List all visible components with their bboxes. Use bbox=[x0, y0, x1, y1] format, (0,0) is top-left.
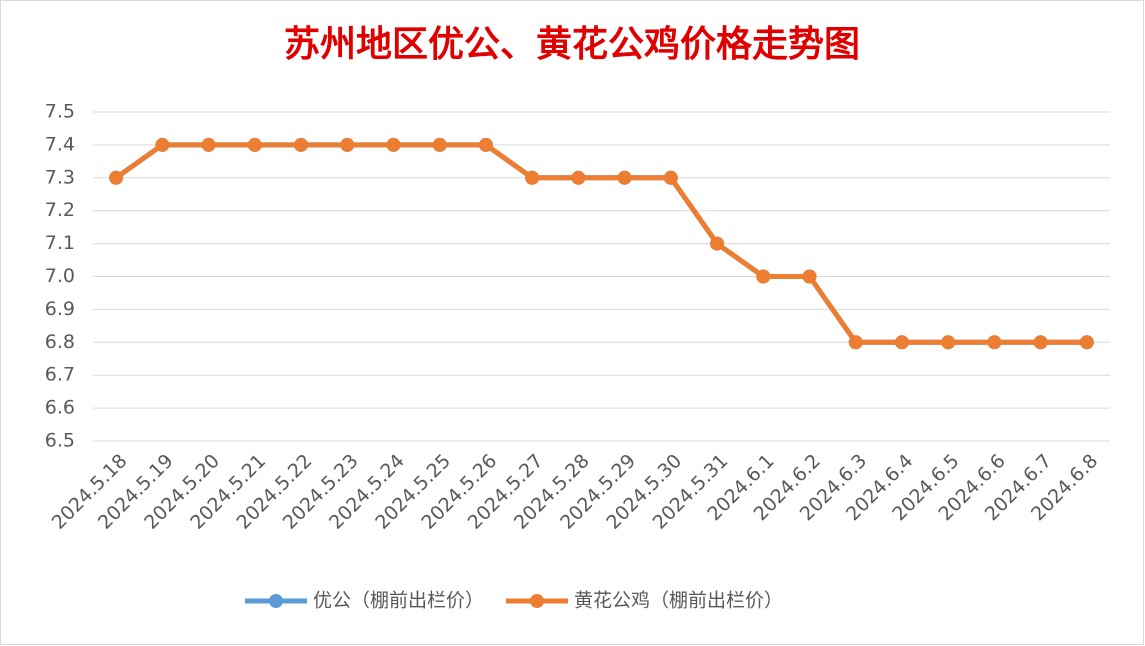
point bbox=[478, 137, 493, 152]
point bbox=[1079, 335, 1094, 350]
point bbox=[1033, 335, 1048, 350]
point bbox=[247, 137, 262, 152]
point bbox=[617, 170, 632, 185]
point bbox=[802, 269, 817, 284]
chart-title: 苏州地区优公、黄花公鸡价格走势图 bbox=[284, 23, 860, 65]
y-tick-label: 7.2 bbox=[45, 199, 75, 221]
point bbox=[432, 137, 447, 152]
point bbox=[710, 236, 725, 251]
y-tick-label: 6.9 bbox=[45, 298, 75, 320]
point bbox=[155, 137, 170, 152]
y-tick-label: 7.0 bbox=[45, 265, 75, 287]
point bbox=[386, 137, 401, 152]
y-tick-label: 7.4 bbox=[45, 133, 75, 155]
legend-marker bbox=[269, 594, 283, 608]
y-tick-label: 6.7 bbox=[45, 364, 75, 386]
legend-label: 优公（棚前出栏价） bbox=[313, 590, 484, 612]
y-tick-label: 7.3 bbox=[45, 166, 75, 188]
point bbox=[525, 170, 540, 185]
series-line bbox=[114, 142, 1087, 345]
point bbox=[340, 137, 355, 152]
y-tick-label: 6.5 bbox=[45, 430, 75, 452]
y-tick-label: 6.6 bbox=[45, 397, 75, 419]
point bbox=[941, 335, 956, 350]
y-tick-label: 7.5 bbox=[45, 101, 75, 123]
point bbox=[756, 269, 771, 284]
legend-marker bbox=[530, 594, 545, 608]
point bbox=[294, 137, 309, 152]
y-tick-label: 7.1 bbox=[45, 232, 75, 254]
point bbox=[109, 170, 124, 185]
point bbox=[987, 335, 1002, 350]
point bbox=[201, 137, 216, 152]
point bbox=[848, 335, 863, 350]
point bbox=[571, 170, 586, 185]
legend-label: 黄花公鸡（棚前出栏价） bbox=[574, 590, 783, 612]
point bbox=[663, 170, 678, 185]
point bbox=[894, 335, 909, 350]
y-tick-label: 6.8 bbox=[45, 331, 75, 353]
